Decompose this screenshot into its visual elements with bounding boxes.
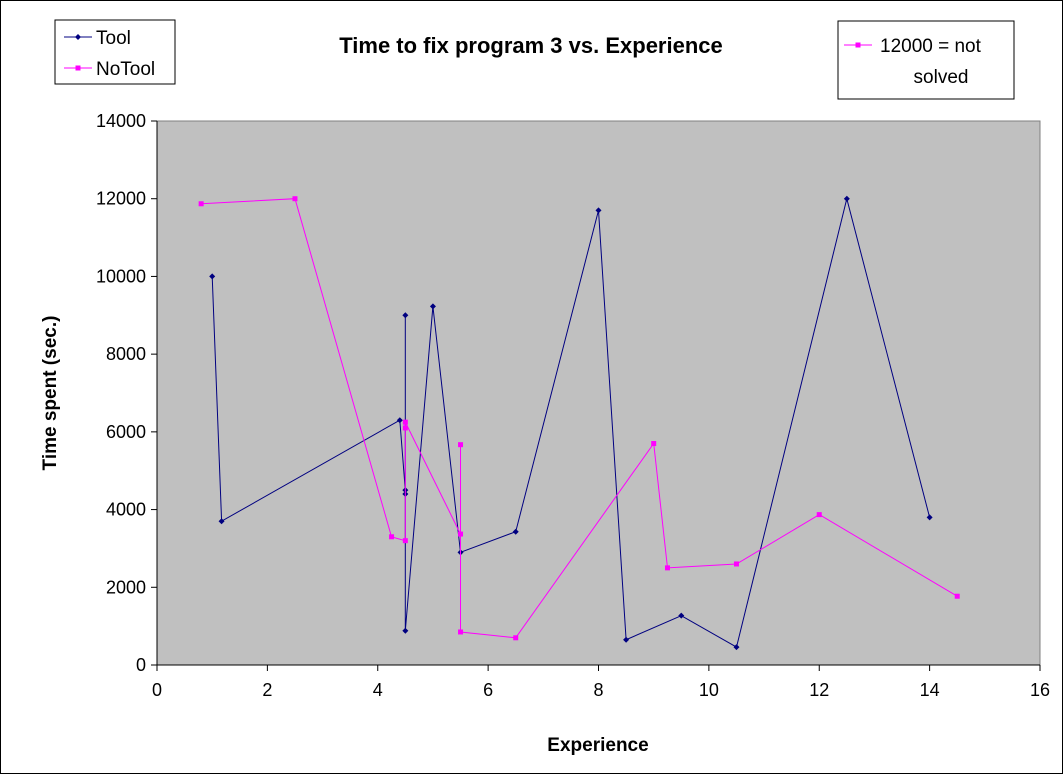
annotation: 12000 = not solved — [837, 20, 1015, 100]
x-axis-title: Experience — [547, 735, 648, 756]
y-tick-label: 4000 — [106, 500, 146, 520]
data-point-notool — [292, 196, 298, 202]
legend-label-tool: Tool — [96, 28, 131, 49]
y-axis-title: Time spent (sec.) — [40, 316, 61, 471]
data-point-tool — [595, 207, 602, 214]
legend-box — [54, 19, 176, 85]
chart-title: Time to fix program 3 vs. Experience — [339, 33, 723, 58]
y-tick-label: 0 — [136, 655, 146, 675]
data-point-tool — [429, 303, 436, 310]
data-point-tool — [402, 312, 409, 319]
legend-label-notool: NoTool — [96, 59, 155, 80]
series-tool — [209, 195, 933, 651]
data-point-notool — [458, 629, 464, 635]
data-point-tool — [396, 417, 403, 424]
x-tick-label: 14 — [920, 680, 940, 700]
x-tick-label: 2 — [262, 680, 272, 700]
data-point-tool — [678, 612, 685, 619]
data-point-tool — [623, 636, 630, 643]
data-point-notool — [816, 512, 822, 518]
annotation-line1: 12000 = not — [880, 36, 982, 57]
data-point-notool — [733, 561, 739, 567]
data-point-notool — [402, 419, 408, 425]
data-point-notool — [458, 531, 464, 537]
data-point-notool — [198, 201, 204, 207]
y-tick-label: 2000 — [106, 577, 146, 597]
x-tick-label: 4 — [373, 680, 383, 700]
legend-marker-tool — [75, 34, 81, 40]
annotation-box — [837, 20, 1015, 100]
data-point-tool — [926, 514, 933, 521]
series-notool — [198, 196, 960, 641]
series-layer — [198, 195, 960, 651]
legend-marker-notool — [75, 65, 81, 71]
data-point-tool — [218, 518, 225, 525]
y-tick-label: 6000 — [106, 422, 146, 442]
legend: Tool NoTool — [54, 19, 176, 85]
y-tick-label: 10000 — [96, 266, 146, 286]
y-tick-label: 12000 — [96, 189, 146, 209]
data-point-notool — [389, 534, 395, 540]
annotation-marker — [855, 42, 861, 48]
data-point-notool — [664, 565, 670, 571]
data-point-tool — [733, 644, 740, 651]
y-tick-label: 14000 — [96, 111, 146, 131]
y-tick-label: 8000 — [106, 344, 146, 364]
data-point-notool — [402, 425, 408, 431]
x-tick-label: 12 — [809, 680, 829, 700]
data-point-notool — [651, 441, 657, 447]
data-point-notool — [954, 593, 960, 599]
data-point-tool — [512, 528, 519, 535]
data-point-notool — [458, 442, 464, 448]
axes: 0 2000 4000 6000 8000 10000 12000 14000 0 2 4 6 8 10 1… — [96, 111, 1050, 700]
x-tick-label: 6 — [483, 680, 493, 700]
data-point-notool — [513, 635, 519, 641]
data-point-tool — [209, 273, 216, 280]
series-line-tool — [211, 198, 931, 648]
annotation-line2: solved — [914, 67, 969, 88]
x-tick-label: 10 — [699, 680, 719, 700]
data-point-tool — [843, 195, 850, 202]
x-tick-label: 16 — [1030, 680, 1050, 700]
data-point-tool — [402, 627, 409, 634]
plot-area — [156, 120, 1041, 666]
x-tick-label: 8 — [593, 680, 603, 700]
x-tick-label: 0 — [152, 680, 162, 700]
data-point-notool — [402, 538, 408, 544]
